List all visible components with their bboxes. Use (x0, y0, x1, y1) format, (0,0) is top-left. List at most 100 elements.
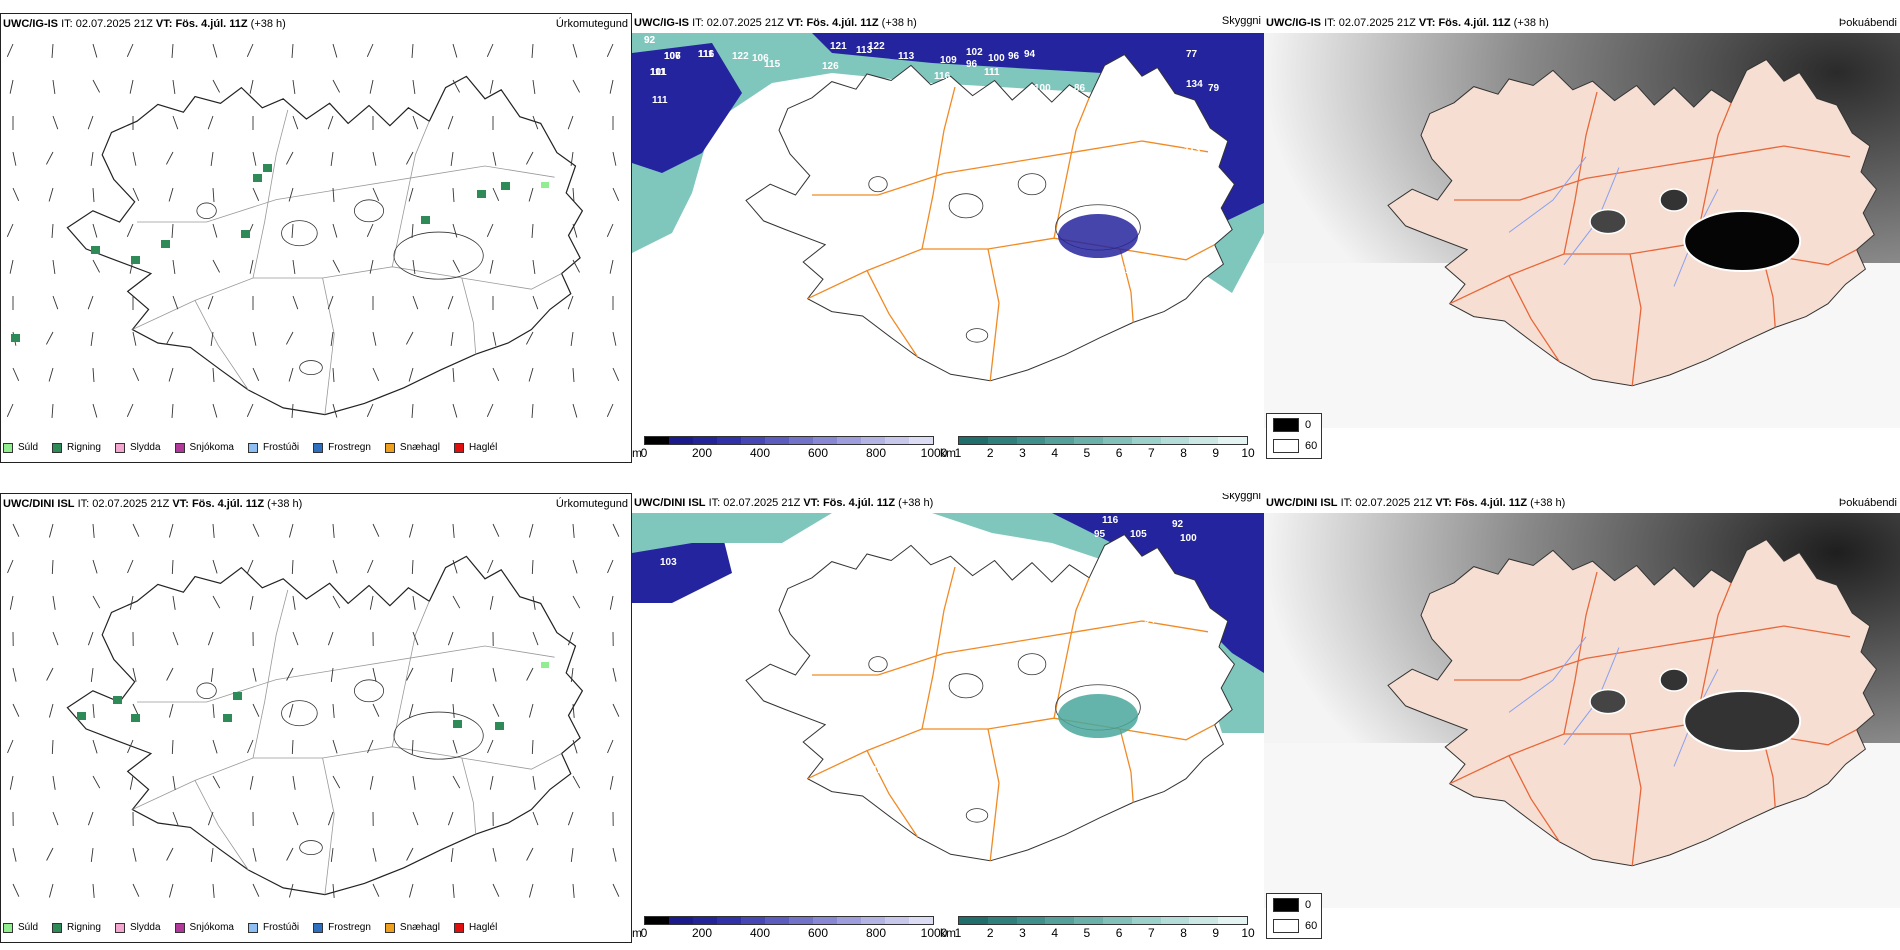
ceiling-value-label: 86 (1074, 83, 1086, 94)
wind-barb (291, 43, 294, 59)
colorbar-tick-label: 2 (986, 446, 994, 460)
wind-barb (92, 775, 101, 789)
wind-barb (46, 847, 54, 861)
wind-barb (92, 559, 98, 574)
wind-barb (207, 295, 214, 310)
colorbar-cell (909, 917, 933, 924)
ceiling-value-label: 111 (984, 67, 1000, 78)
ceiling-value-label: 77 (1186, 49, 1198, 60)
iceland-landmass (745, 53, 1236, 382)
panel-label: Skyggni (1221, 493, 1261, 502)
wind-barb (92, 739, 98, 754)
colorbar-cell (1189, 437, 1219, 444)
wind-barb (606, 403, 614, 417)
wind-barb (252, 703, 260, 717)
wind-barb (528, 703, 534, 718)
wind-barb (330, 847, 334, 862)
wind-barb (330, 151, 334, 166)
wind-barb (126, 43, 134, 57)
ceiling-value-label: 103 (660, 557, 677, 568)
wind-barb (172, 115, 179, 130)
colorbar-cell (909, 437, 933, 444)
wind-barb (132, 847, 137, 862)
wind-barb (452, 775, 461, 789)
ceiling-value-label: 125 (1196, 135, 1213, 146)
wind-barb (171, 739, 174, 755)
panel-title: UWC/IG-IS IT: 02.07.2025 21Z VT: Fös. 4.… (1266, 17, 1549, 29)
wind-barb (327, 811, 334, 826)
road-line (1454, 625, 1851, 681)
colorbar-tick-label: 0 (640, 446, 648, 460)
wind-barb (487, 739, 494, 754)
colorbar-cell (789, 917, 813, 924)
wind-barb (51, 739, 54, 755)
wind-barb (171, 559, 174, 575)
ceiling-colorbar: m 0 200 400 600 800 1000 (632, 916, 947, 940)
legend-swatch (3, 922, 13, 933)
wind-barb (212, 259, 220, 273)
glacier-outline (1017, 173, 1047, 196)
glacier-outline (868, 656, 888, 673)
wind-barb (292, 775, 296, 790)
wind-barb (168, 883, 174, 898)
colorbar-tick-label: 9 (1212, 446, 1220, 460)
iceland-coastline (66, 75, 584, 416)
cloud-map: 116 95 105 92 100 103 102 90 74 179 111 116 115 94 91 8… (632, 513, 1264, 908)
visibility-colorbar: km 1 2 3 4 5 6 7 8 9 10 (940, 916, 1255, 940)
legend-swatch (313, 922, 324, 933)
colorbar-cell (1045, 917, 1075, 924)
ceiling-value-label: 111 (650, 67, 666, 78)
wind-barb (92, 703, 95, 718)
fog-legend-label: 0 (1305, 419, 1312, 431)
colorbar-cell (693, 917, 717, 924)
fog-map (1264, 33, 1900, 428)
legend-item: Slydda (114, 922, 161, 933)
wind-barb (9, 595, 14, 610)
wind-barb (132, 667, 137, 682)
ceiling-value-label: 91 (1134, 631, 1146, 642)
wind-barb (127, 559, 134, 574)
wind-barb (372, 667, 377, 682)
wind-barb (612, 187, 620, 201)
wind-barb (450, 151, 454, 166)
colorbar-tick-label: 400 (749, 446, 771, 460)
wind-barb (90, 151, 94, 166)
ceiling-value-label: 126 (822, 61, 839, 72)
legend-swatch (453, 922, 464, 933)
colorbar-cell (813, 917, 837, 924)
ceiling-value-label: 112 (1192, 163, 1209, 174)
wind-barb (166, 151, 174, 165)
colorbar-cell (1160, 917, 1190, 924)
wind-barb (166, 667, 174, 681)
wind-barb (249, 595, 254, 610)
road-line (1119, 728, 1134, 803)
ceiling-colorbar: m 0 200 400 600 800 1000 (632, 436, 947, 460)
wind-barb (172, 259, 176, 274)
fog-legend-swatch (1273, 439, 1299, 453)
rain-cell (421, 216, 430, 224)
ceiling-field (632, 43, 742, 173)
wind-barb (172, 595, 176, 610)
wind-barb (129, 79, 134, 94)
wind-barb (408, 187, 414, 202)
cloud-panel-bottom: UWC/DINI ISL IT: 02.07.2025 21Z VT: Fös.… (632, 493, 1264, 943)
wind-barb (332, 523, 335, 538)
wind-barb (369, 259, 374, 274)
ceiling-value-label: 74 (1088, 303, 1100, 314)
wind-barb (372, 367, 380, 381)
wind-barb (570, 847, 574, 862)
wind-barb (366, 223, 374, 237)
wind-barb (452, 559, 458, 574)
wind-barb (291, 403, 294, 419)
road-line (1449, 242, 1857, 305)
road-line (1508, 755, 1561, 843)
rain-cell (161, 240, 170, 248)
wind-barb (51, 223, 54, 239)
legend-label: Slydda (129, 922, 161, 933)
glacier-fog (1589, 688, 1627, 715)
colorbar-cell (1074, 437, 1103, 444)
wind-barb (492, 883, 500, 897)
visibility-colorbar: km 1 2 3 4 5 6 7 8 9 10 (940, 436, 1255, 460)
wind-barb (492, 667, 497, 682)
wind-barb (90, 667, 94, 682)
